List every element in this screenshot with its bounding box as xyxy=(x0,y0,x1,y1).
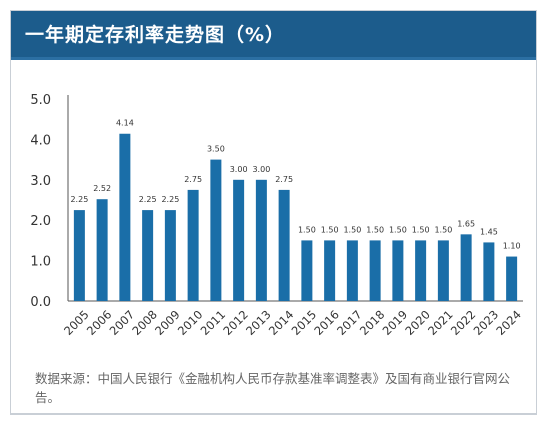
y-tick-label: 3.0 xyxy=(30,174,51,189)
title-underline xyxy=(11,57,536,60)
bar-2019 xyxy=(392,240,404,301)
x-tick-label: 2010 xyxy=(175,307,206,338)
data-label: 2.75 xyxy=(275,175,293,184)
bar-2022 xyxy=(460,234,472,301)
data-label: 2.25 xyxy=(70,195,88,204)
data-label: 1.50 xyxy=(389,225,407,234)
y-tick-label: 0.0 xyxy=(30,295,51,310)
x-tick-label: 2016 xyxy=(311,307,342,338)
data-label: 3.00 xyxy=(230,165,248,174)
data-label: 4.14 xyxy=(116,119,134,128)
data-label: 2.25 xyxy=(161,195,179,204)
bar-2014 xyxy=(278,189,290,301)
x-tick-label: 2009 xyxy=(152,307,183,338)
y-tick-label: 2.0 xyxy=(30,214,51,229)
data-label: 2.75 xyxy=(184,175,202,184)
bar-2011 xyxy=(210,159,222,301)
bar-2018 xyxy=(369,240,381,301)
bar-2008 xyxy=(142,210,154,301)
x-tick-label: 2020 xyxy=(402,307,433,338)
data-label: 1.10 xyxy=(503,242,521,251)
x-tick-label: 2015 xyxy=(289,307,320,338)
y-tick-label: 1.0 xyxy=(30,255,51,270)
x-tick-label: 2005 xyxy=(61,307,92,338)
x-tick-label: 2018 xyxy=(357,307,388,338)
x-tick-label: 2017 xyxy=(334,307,365,338)
data-label: 2.52 xyxy=(93,184,111,193)
data-label: 1.50 xyxy=(321,225,339,234)
data-label: 1.50 xyxy=(366,225,384,234)
data-label: 3.50 xyxy=(207,145,225,154)
bar-2012 xyxy=(233,179,245,301)
bar-2021 xyxy=(437,240,449,301)
bar-2016 xyxy=(324,240,336,301)
data-label: 1.50 xyxy=(412,225,430,234)
bar-2006 xyxy=(96,199,108,301)
bar-2005 xyxy=(73,210,85,301)
data-label: 1.50 xyxy=(343,225,361,234)
bar-2023 xyxy=(483,242,495,301)
x-tick-label: 2022 xyxy=(448,307,479,338)
y-tick-label: 5.0 xyxy=(30,93,51,108)
x-tick-label: 2021 xyxy=(425,307,456,338)
x-tick-label: 2006 xyxy=(84,307,115,338)
data-label: 1.50 xyxy=(298,225,316,234)
data-label: 1.45 xyxy=(480,227,498,236)
bar-2017 xyxy=(346,240,358,301)
data-label: 1.50 xyxy=(434,225,452,234)
bar-2020 xyxy=(415,240,427,301)
x-tick-label: 2011 xyxy=(198,307,229,338)
data-label: 2.25 xyxy=(139,195,157,204)
data-label: 3.00 xyxy=(252,165,270,174)
x-tick-label: 2019 xyxy=(380,307,411,338)
bar-2024 xyxy=(506,256,518,301)
x-tick-label: 2014 xyxy=(266,307,297,338)
bottom-divider xyxy=(11,413,536,414)
x-tick-label: 2012 xyxy=(220,307,251,338)
data-label: 1.65 xyxy=(457,219,475,228)
x-tick-label: 2008 xyxy=(129,307,160,338)
x-tick-label: 2024 xyxy=(493,307,524,338)
bar-chart: 0.0 1.0 2.0 3.0 4.0 5.0 2.25 2005 2.52 2006 4.14 20… xyxy=(30,93,524,338)
title-banner: 一年期定存利率走势图（%） xyxy=(11,11,536,57)
bar-2009 xyxy=(164,210,176,301)
bar-2007 xyxy=(119,133,131,301)
y-tick-label: 4.0 xyxy=(30,133,51,148)
source-note: 数据来源：中国人民银行《金融机构人民币存款基准率调整表》及国有商业银行官网公告。 xyxy=(35,371,511,405)
bar-2015 xyxy=(301,240,313,301)
chart-card: 一年期定存利率走势图（%） 0.0 1.0 2.0 3.0 4.0 5.0 2.25 2005… xyxy=(10,10,537,415)
bar-2013 xyxy=(255,179,267,301)
bar-2010 xyxy=(187,189,199,301)
x-tick-label: 2007 xyxy=(107,307,138,338)
x-tick-label: 2023 xyxy=(471,307,502,338)
chart-title: 一年期定存利率走势图（%） xyxy=(25,24,286,46)
x-tick-label: 2013 xyxy=(243,307,274,338)
